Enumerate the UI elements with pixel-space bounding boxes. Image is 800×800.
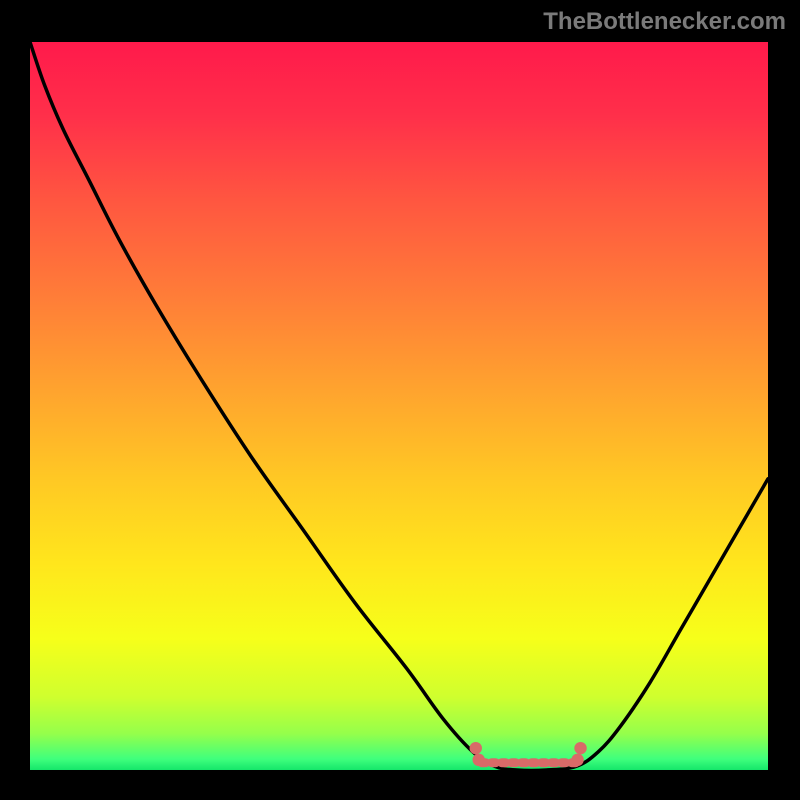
optimal-marker-dot (473, 754, 485, 766)
watermark-text: TheBottlenecker.com (543, 8, 786, 36)
plot-area (30, 42, 768, 770)
bottleneck-curve (30, 42, 768, 770)
optimal-marker-dot (571, 754, 583, 766)
optimal-marker-dot (470, 742, 482, 754)
optimal-marker-dot (574, 742, 586, 754)
